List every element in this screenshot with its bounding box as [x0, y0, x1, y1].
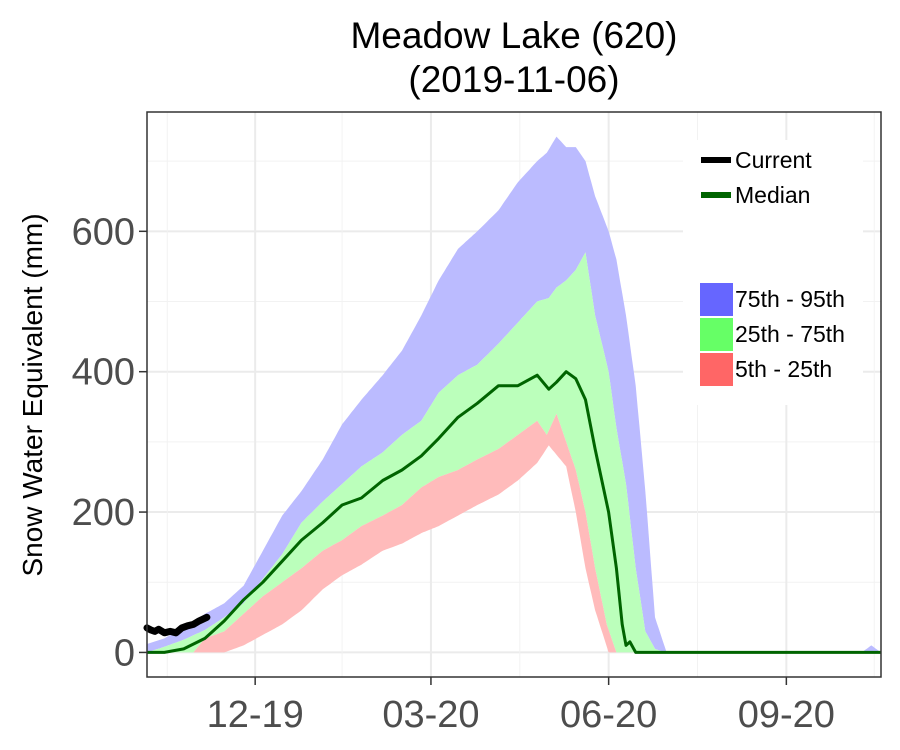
- percentile-bands: [147, 136, 881, 653]
- x-tick-label: 09-20: [738, 694, 835, 736]
- y-tick-label: 600: [72, 211, 135, 253]
- y-axis-title: Snow Water Equivalent (mm): [17, 213, 48, 576]
- chart-subtitle: (2019-11-06): [408, 59, 619, 100]
- current-line: [143, 613, 211, 637]
- x-tick-label: 06-20: [560, 694, 657, 736]
- legend: Current Median 75th - 95th 25th - 75th 5th …: [683, 140, 863, 405]
- plot-border: [146, 111, 882, 678]
- y-tick-label: 200: [72, 492, 135, 534]
- legend-band-label: 25th - 75th: [735, 321, 845, 347]
- y-tick-label: 0: [114, 632, 135, 674]
- y-tick-label: 400: [72, 352, 135, 394]
- legend-band-label: 75th - 95th: [735, 286, 845, 312]
- x-tick-label: 03-20: [382, 694, 479, 736]
- median-line: [147, 370, 881, 654]
- band-75-95: [147, 136, 881, 653]
- legend-line-label: Median: [735, 182, 810, 208]
- series-lines: [143, 370, 881, 654]
- legend-line-label: Current: [735, 147, 812, 173]
- band-5-25: [147, 413, 881, 653]
- legend-line-entries: Current Median: [701, 147, 812, 208]
- legend-band-swatch: [700, 283, 733, 316]
- band-25-75: [147, 252, 881, 653]
- y-axis-ticks: 0 200 400 600: [72, 211, 147, 674]
- legend-band-entries: 75th - 95th 25th - 75th 5th - 25th: [700, 283, 845, 386]
- x-axis-ticks: 12-19 03-20 06-20 09-20: [207, 677, 835, 736]
- legend-band-swatch: [700, 318, 733, 351]
- legend-band-swatch: [700, 353, 733, 386]
- x-tick-label: 12-19: [207, 694, 304, 736]
- chart-title: Meadow Lake (620): [350, 15, 677, 56]
- legend-band-label: 5th - 25th: [735, 356, 832, 382]
